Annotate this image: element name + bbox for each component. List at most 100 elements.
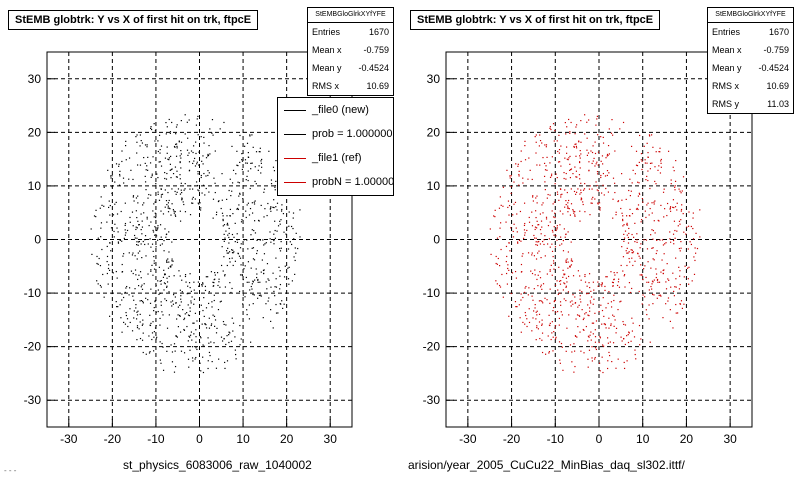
scatter-point (632, 251, 635, 253)
scatter-point (565, 203, 567, 206)
scatter-point (508, 204, 511, 207)
scatter-point (568, 157, 570, 159)
scatter-point (552, 231, 554, 233)
scatter-point (198, 151, 200, 153)
legend-line (284, 134, 306, 135)
scatter-point (622, 320, 624, 323)
scatter-point (133, 317, 135, 319)
scatter-point (203, 172, 205, 175)
scatter-point (187, 314, 190, 316)
scatter-point (239, 324, 241, 327)
scatter-point (597, 203, 599, 205)
scatter-point (260, 162, 262, 164)
scatter-point (252, 303, 254, 305)
scatter-point (197, 202, 199, 204)
scatter-point (199, 336, 201, 338)
y-tick-label: 10 (427, 179, 441, 193)
scatter-point (615, 211, 617, 213)
scatter-point (150, 221, 152, 223)
right-stats-label: RMS y (712, 99, 739, 109)
scatter-point (592, 145, 594, 147)
scatter-point (154, 300, 156, 302)
scatter-point (543, 162, 546, 164)
scatter-point (649, 162, 652, 164)
scatter-point (167, 211, 170, 213)
scatter-point (175, 155, 178, 157)
scatter-point (607, 154, 609, 157)
scatter-point (640, 338, 642, 340)
scatter-point (256, 250, 258, 252)
scatter-point (174, 365, 177, 368)
scatter-point (213, 278, 215, 281)
scatter-point (542, 302, 544, 304)
scatter-point (637, 204, 640, 206)
scatter-point (587, 340, 589, 342)
scatter-point (166, 285, 168, 287)
scatter-point (590, 150, 592, 152)
scatter-point (689, 241, 691, 243)
scatter-point (599, 337, 602, 339)
scatter-point (260, 160, 262, 162)
scatter-point (209, 153, 211, 155)
scatter-point (643, 268, 645, 270)
scatter-point (584, 313, 586, 315)
scatter-point (617, 281, 620, 283)
scatter-point (223, 323, 225, 326)
scatter-point (624, 343, 626, 346)
scatter-point (570, 121, 572, 124)
scatter-point (585, 325, 587, 328)
scatter-point (534, 226, 537, 228)
scatter-point (244, 159, 247, 161)
scatter-point (534, 228, 536, 231)
scatter-point (619, 301, 621, 303)
scatter-point (275, 312, 278, 314)
scatter-point (140, 213, 142, 215)
scatter-point (251, 288, 253, 290)
scatter-point (135, 304, 137, 306)
scatter-point (565, 285, 567, 287)
scatter-point (615, 332, 617, 334)
scatter-point (648, 281, 650, 283)
scatter-point (169, 163, 171, 165)
scatter-point (588, 273, 591, 275)
scatter-point (559, 283, 562, 285)
scatter-point (554, 212, 556, 214)
scatter-point (208, 327, 211, 329)
scatter-point (160, 145, 163, 147)
scatter-point (615, 367, 617, 369)
scatter-point (563, 282, 565, 284)
scatter-point (150, 128, 153, 131)
scatter-point (155, 324, 157, 327)
scatter-point (628, 215, 631, 217)
scatter-point (124, 145, 127, 147)
scatter-point (294, 247, 296, 249)
scatter-point (556, 227, 558, 229)
scatter-point (607, 144, 610, 147)
scatter-point (619, 128, 621, 130)
scatter-point (692, 217, 694, 219)
scatter-point (166, 277, 168, 279)
scatter-point (569, 176, 572, 179)
right-stats-value: 1670 (768, 27, 789, 37)
scatter-point (262, 239, 264, 241)
scatter-point (565, 200, 567, 202)
scatter-point (614, 319, 616, 321)
scatter-point (175, 143, 177, 145)
scatter-point (228, 334, 230, 336)
scatter-point (264, 208, 266, 210)
scatter-point (653, 203, 655, 205)
scatter-point (579, 298, 581, 300)
scatter-point (288, 225, 290, 227)
scatter-point (517, 165, 519, 167)
scatter-point (122, 177, 125, 179)
scatter-point (217, 308, 220, 311)
scatter-point (274, 286, 276, 288)
legend-line (284, 182, 306, 183)
scatter-point (263, 244, 265, 246)
scatter-point (525, 314, 527, 317)
scatter-point (278, 266, 280, 268)
scatter-point (641, 273, 643, 276)
scatter-point (181, 291, 183, 293)
scatter-point (556, 176, 558, 179)
